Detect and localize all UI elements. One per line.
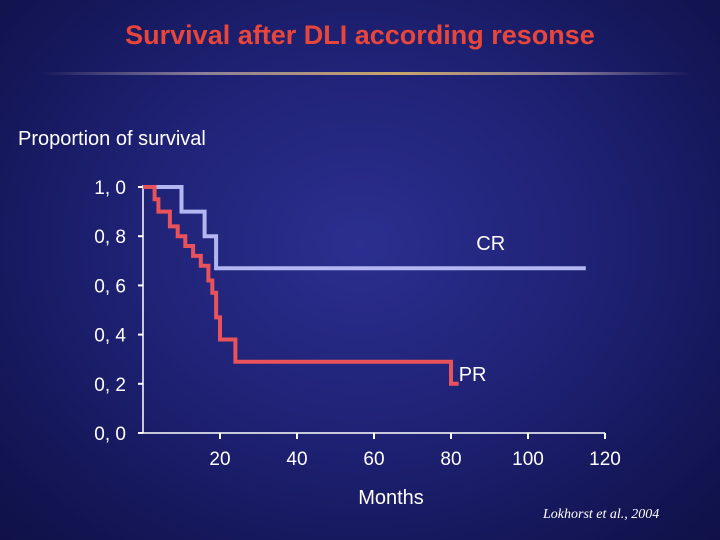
x-tick-label: 100 bbox=[512, 449, 544, 470]
y-tick-label: 0, 6 bbox=[94, 276, 126, 297]
y-tick-label: 0, 0 bbox=[94, 424, 126, 445]
y-tick-label: 0, 2 bbox=[94, 375, 126, 396]
citation: Lokhorst et al., 2004 bbox=[543, 507, 660, 522]
x-tick-label: 80 bbox=[440, 449, 461, 470]
series-line-pr bbox=[143, 185, 459, 386]
x-tick-label: 40 bbox=[286, 449, 307, 470]
x-tick-label: 60 bbox=[363, 449, 384, 470]
series-label-pr: PR bbox=[459, 364, 487, 386]
y-tick-label: 1, 0 bbox=[94, 178, 126, 199]
series-label-cr: CR bbox=[476, 233, 505, 255]
y-tick-label: 0, 8 bbox=[94, 227, 126, 248]
y-axis-title: Proportion of survival bbox=[18, 128, 206, 150]
x-axis-title: Months bbox=[358, 487, 424, 509]
x-tick-label: 120 bbox=[589, 449, 621, 470]
series-line-cr bbox=[143, 185, 586, 271]
slide-title: Survival after DLI according resonse bbox=[125, 20, 595, 50]
title-divider bbox=[40, 72, 690, 75]
x-tick-label: 20 bbox=[209, 449, 230, 470]
y-tick-label: 0, 4 bbox=[94, 326, 126, 347]
